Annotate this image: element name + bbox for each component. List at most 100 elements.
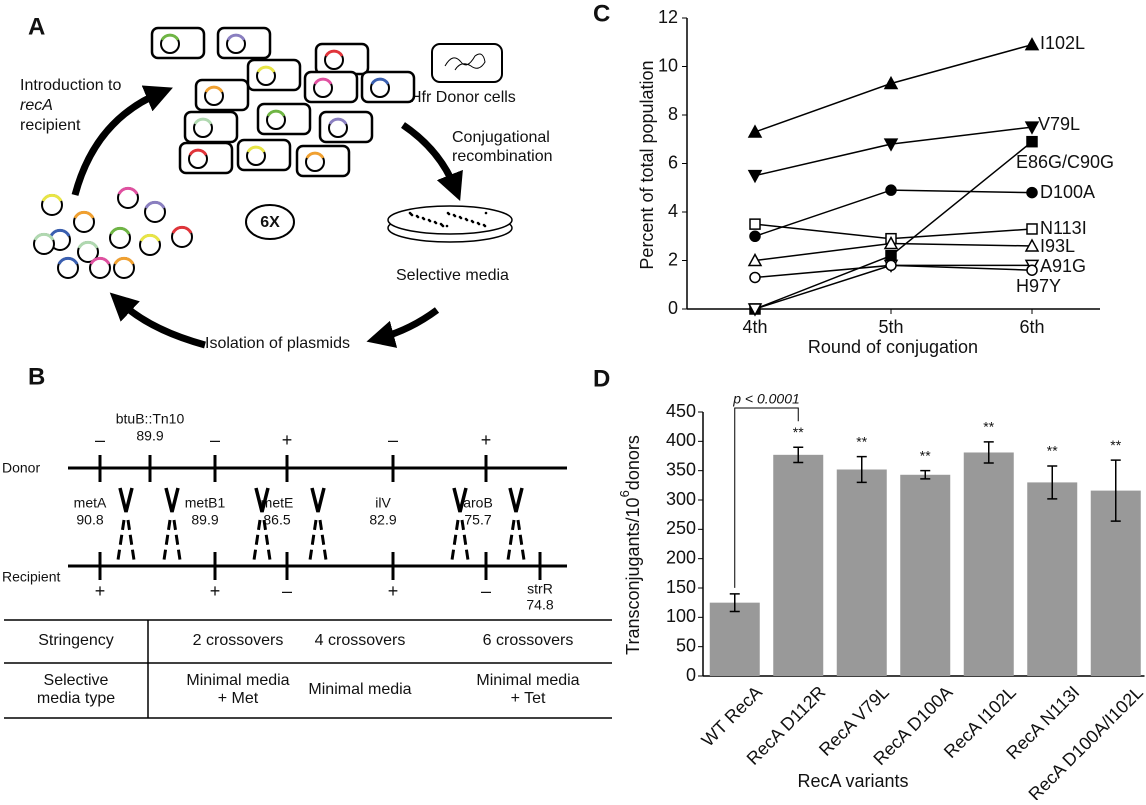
panel-label: B <box>28 363 45 390</box>
error-bar <box>793 446 804 464</box>
series-label: I102L <box>1040 33 1085 53</box>
marker <box>747 169 763 184</box>
colony <box>434 221 438 225</box>
table-cell: Minimal media <box>476 672 579 689</box>
table-cell: + Met <box>218 690 259 707</box>
y-axis-title-part: donors <box>623 435 643 490</box>
plasmid-insert <box>204 85 224 93</box>
x-axis-title: Round of conjugation <box>808 337 978 357</box>
significance: ** <box>920 447 931 463</box>
marker <box>883 138 899 152</box>
crossover <box>118 487 134 513</box>
error-bar <box>920 469 931 480</box>
plasmid-insert <box>193 117 213 125</box>
intro-text: recipient <box>20 117 81 134</box>
colony <box>416 215 420 219</box>
gene-name: aroB <box>463 495 493 511</box>
crossover <box>308 519 328 561</box>
significance: ** <box>1047 443 1058 459</box>
error-bar <box>729 593 740 613</box>
significance: ** <box>793 424 804 440</box>
significance: ** <box>983 419 994 435</box>
recipient-allele: + <box>388 581 399 601</box>
plasmid-insert <box>89 256 111 265</box>
marker <box>1026 186 1038 199</box>
intro-text: Introduction to <box>20 77 122 94</box>
recipient-label: Recipient <box>2 569 60 585</box>
plasmid-insert <box>144 200 166 209</box>
x-tick-label: 5th <box>878 317 903 337</box>
bar <box>773 454 824 676</box>
conjugation-text: recombination <box>452 148 553 165</box>
donor-allele: – <box>388 430 398 450</box>
y-axis-title: Percent of total population <box>637 60 657 269</box>
bar <box>963 452 1014 676</box>
y-tick-label: 50 <box>676 635 696 655</box>
table-cell: Selective <box>44 672 109 689</box>
colony <box>441 224 445 228</box>
marker-name: btuB::Tn10 <box>116 411 185 427</box>
error-bar <box>1047 465 1058 500</box>
series-label: A91G <box>1040 256 1086 276</box>
recipient-allele: + <box>95 581 106 601</box>
donor-allele: + <box>282 430 293 450</box>
table-cell: + Tet <box>511 690 546 707</box>
crossover <box>508 487 524 513</box>
donor-dna <box>444 53 486 71</box>
bar <box>1027 482 1078 676</box>
gene-position: 90.8 <box>76 512 103 528</box>
marker-position: 74.8 <box>526 597 553 613</box>
y-tick-label: 100 <box>666 606 696 626</box>
cycles-text: 6X <box>260 214 280 231</box>
crossover <box>162 519 182 561</box>
marker <box>1026 264 1038 276</box>
error-bar <box>983 441 994 464</box>
colony <box>459 216 463 220</box>
cycle-arrow <box>401 122 463 202</box>
crossover <box>450 519 470 561</box>
panel-a: A Introduction to recA recipient Hfr Don… <box>20 13 553 352</box>
table-cell: Minimal media <box>186 672 289 689</box>
table-cell: 4 crossovers <box>315 632 406 649</box>
y-tick-label: 350 <box>666 459 696 479</box>
series-label: V79L <box>1038 114 1080 134</box>
colony <box>483 224 487 228</box>
petri-dish <box>387 205 513 235</box>
intro-text: recA <box>20 97 53 114</box>
y-tick-label: 450 <box>666 401 696 421</box>
plasmid-insert <box>226 33 246 41</box>
recipient-allele: + <box>210 581 221 601</box>
marker <box>749 230 761 242</box>
gene-position: 82.9 <box>369 512 396 528</box>
marker <box>883 75 899 90</box>
crossover <box>116 519 136 561</box>
y-tick-label: 6 <box>668 152 678 172</box>
plasmid-insert <box>77 240 99 249</box>
y-tick-label: 250 <box>666 518 696 538</box>
colony <box>447 212 451 216</box>
gene-name: metB1 <box>185 495 226 511</box>
error-bar <box>856 455 867 484</box>
plasmid-insert <box>246 145 266 153</box>
marker <box>885 249 897 262</box>
series-label: I93L <box>1040 236 1075 256</box>
plasmid-insert <box>188 148 208 156</box>
bar <box>709 602 760 676</box>
panel-label: D <box>593 365 610 392</box>
series-line <box>754 141 1033 310</box>
significance: ** <box>1110 437 1121 453</box>
cycle-arrow <box>366 307 440 348</box>
donor-allele: – <box>210 430 220 450</box>
marker <box>1026 223 1038 235</box>
colony <box>428 219 432 223</box>
y-tick-label: 200 <box>666 547 696 567</box>
colony <box>422 217 426 221</box>
marker <box>749 271 761 284</box>
marker <box>883 235 899 250</box>
table-cell: 2 crossovers <box>193 632 284 649</box>
y-tick-label: 10 <box>658 55 678 75</box>
gene-position: 75.7 <box>464 512 491 528</box>
conjugation-text: Conjugational <box>452 129 550 146</box>
media-text: Selective media <box>396 267 509 284</box>
table-cell: 6 crossovers <box>483 632 574 649</box>
